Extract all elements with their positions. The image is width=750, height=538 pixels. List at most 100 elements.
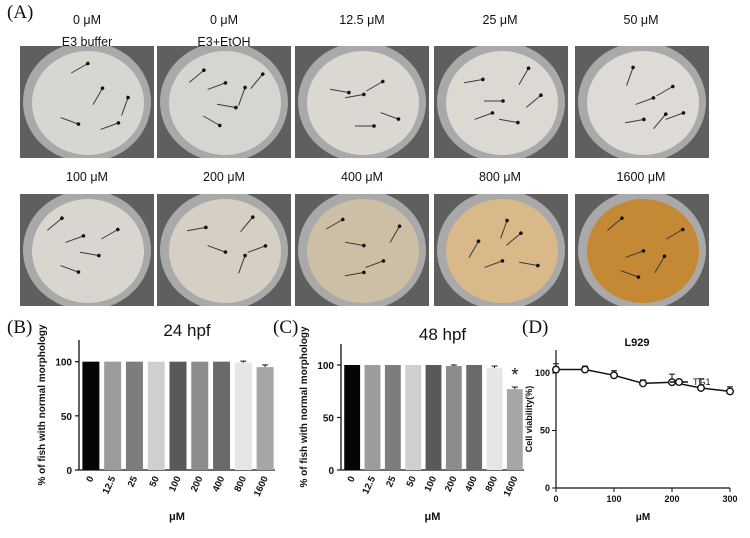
- larva-body: [65, 235, 83, 243]
- larva-body: [187, 227, 205, 232]
- x-tick-label: 400: [211, 475, 228, 494]
- larva-fish: [187, 225, 208, 232]
- larva-head: [631, 65, 635, 70]
- bar: [234, 362, 252, 470]
- x-tick-label: 0: [84, 475, 96, 484]
- larva-fish: [666, 227, 685, 240]
- dose-label: 1600 μM: [616, 170, 666, 184]
- x-tick-label: 25: [384, 474, 399, 489]
- x-axis-label: μM: [169, 511, 185, 523]
- larva-body: [607, 218, 622, 231]
- larva-head: [381, 259, 386, 263]
- larva-head: [642, 117, 646, 122]
- larva-body: [240, 217, 253, 232]
- larva-fish: [474, 111, 495, 120]
- x-tick-label: 12.5: [101, 474, 119, 496]
- larva-head: [681, 111, 686, 115]
- larva-fish: [654, 254, 667, 273]
- well-drawing: [434, 46, 568, 158]
- larva-body: [474, 112, 492, 120]
- larva-head: [539, 93, 543, 98]
- larva-body: [71, 63, 88, 74]
- well-photo: [157, 46, 291, 158]
- larva-body: [365, 260, 383, 268]
- larva-head: [250, 215, 255, 219]
- larva-head: [97, 253, 101, 258]
- larva-head: [126, 95, 130, 100]
- bar: [213, 361, 231, 470]
- larva-body: [389, 226, 400, 243]
- bar: [405, 365, 422, 470]
- well-photo: [434, 46, 568, 158]
- larva-body: [217, 103, 235, 108]
- well-medium: [446, 199, 558, 303]
- larva-head: [670, 84, 675, 89]
- larva-head: [516, 120, 520, 125]
- larva-body: [468, 241, 479, 258]
- dose-label: 400 μM: [341, 170, 383, 184]
- well-drawing: [157, 194, 291, 306]
- y-axis-label: % of fish with normal morphology: [299, 326, 310, 488]
- y-axis-label: Cell viability(%): [524, 386, 534, 453]
- larva-fish: [330, 88, 351, 95]
- larva-body: [656, 86, 673, 97]
- y-tick-label: 50: [323, 414, 335, 425]
- larva-fish: [240, 215, 255, 232]
- x-tick-label: 100: [167, 475, 184, 494]
- larva-head: [76, 122, 81, 126]
- x-tick-label: 0: [553, 494, 558, 504]
- bar: [191, 361, 209, 470]
- larva-head: [60, 216, 64, 221]
- x-tick-label: 0: [346, 475, 358, 484]
- larva-body: [207, 82, 225, 90]
- larva-head: [362, 270, 366, 275]
- larva-body: [499, 118, 517, 123]
- larva-fish: [519, 261, 540, 268]
- data-point: [581, 365, 590, 374]
- larva-head: [519, 231, 523, 236]
- larva-fish: [468, 239, 481, 258]
- larva-head: [204, 225, 208, 230]
- chart-title: 24 hpf: [163, 321, 211, 340]
- larva-body: [464, 79, 482, 84]
- larva-fish: [625, 117, 646, 124]
- well-drawing: [157, 46, 291, 158]
- y-tick-label: 100: [55, 358, 72, 369]
- x-tick-label: 100: [423, 475, 440, 494]
- dose-label: 0 μM: [209, 13, 239, 27]
- dose-label: 100 μM: [66, 170, 108, 184]
- bar: [506, 389, 523, 470]
- bar: [486, 368, 503, 470]
- larva-body: [500, 221, 508, 239]
- well-medium: [446, 51, 558, 155]
- larva-head: [372, 124, 376, 128]
- y-tick-label: 0: [328, 466, 334, 477]
- larva-fish: [380, 112, 401, 121]
- x-tick-label: 200: [664, 494, 679, 504]
- larva-head: [636, 275, 641, 279]
- larva-head: [505, 218, 509, 223]
- larva-body: [326, 219, 343, 230]
- larva-body: [345, 241, 363, 246]
- larva-head: [396, 117, 401, 121]
- larva-fish: [484, 99, 505, 103]
- larva-fish: [238, 85, 247, 106]
- well-photo: [295, 194, 429, 306]
- larva-fish: [326, 217, 345, 230]
- x-axis-label: μM: [425, 511, 441, 523]
- larva-head: [340, 217, 345, 222]
- x-tick-label: 50: [148, 475, 162, 489]
- larva-head: [481, 77, 485, 82]
- data-point: [726, 387, 735, 396]
- larva-body: [60, 117, 78, 125]
- chart-title: 48 hpf: [419, 325, 467, 344]
- larva-fish: [189, 68, 206, 83]
- well-medium: [169, 51, 281, 155]
- dose-label: 0 μM: [72, 13, 102, 27]
- larva-fish: [60, 117, 81, 126]
- larva-head: [397, 224, 402, 229]
- y-tick-label: 100: [317, 361, 334, 372]
- bar: [344, 365, 361, 470]
- larva-body: [620, 270, 638, 278]
- bar: [466, 365, 483, 470]
